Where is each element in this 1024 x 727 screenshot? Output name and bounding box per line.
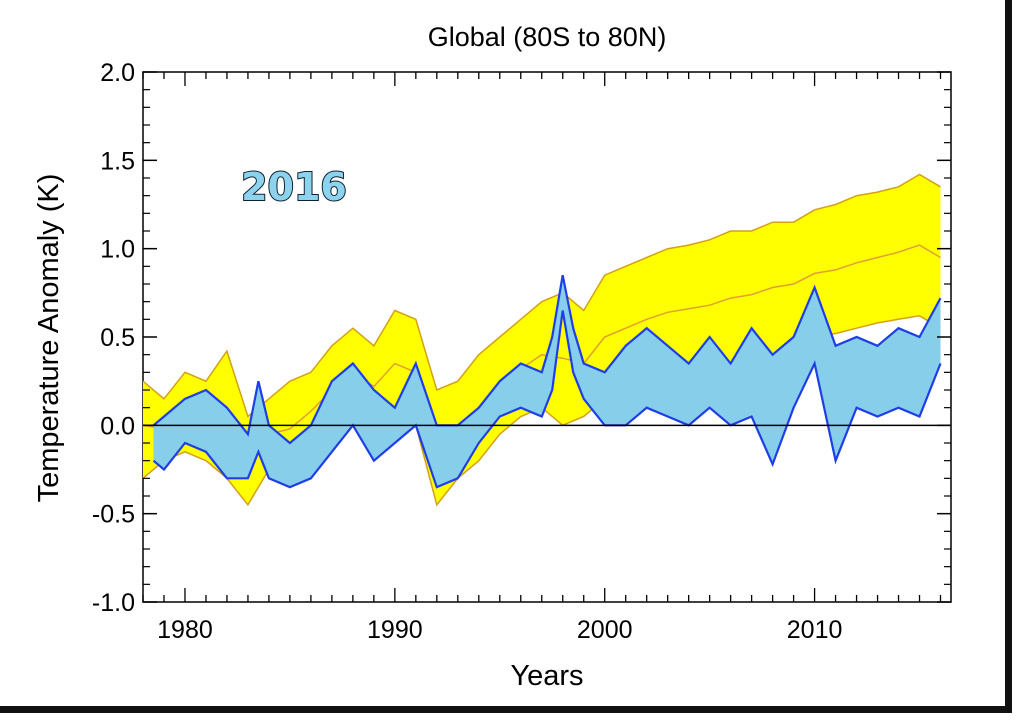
year-stamp: 2016 (241, 165, 347, 209)
model-band-upper-line (142, 173, 941, 418)
temperature-anomaly-chart: Global (80S to 80N) 2016 -1.0 -0.5 0.0 0.5 1… (33, 22, 952, 692)
x-tick-label: 1980 (157, 616, 213, 644)
y-axis-label: Temperature Anomaly (K) (33, 174, 65, 503)
y-tick-label: -1.0 (92, 589, 135, 617)
x-tick-label: 2000 (577, 616, 633, 644)
chart-frame: Global (80S to 80N) 2016 -1.0 -0.5 0.0 0.5 1… (0, 0, 1012, 713)
x-tick-label: 2010 (787, 616, 843, 644)
y-tick-label: 0.0 (100, 412, 135, 440)
data-layer (142, 173, 951, 507)
axis-layer: -1.0 -0.5 0.0 0.5 1.0 1.5 2.0 1980 1990 2000 2010 (92, 59, 951, 644)
y-tick-label: 2.0 (100, 59, 135, 87)
y-tick-label: 1.5 (100, 147, 135, 175)
observed-band-lower-line (152, 310, 942, 489)
y-tick-label: 0.5 (100, 324, 135, 352)
y-tick-label: -0.5 (92, 501, 135, 529)
x-tick-label: 1990 (367, 616, 423, 644)
x-axis-label: Years (510, 660, 583, 692)
observed-band-area (153, 275, 941, 488)
y-tick-label: 1.0 (100, 236, 135, 264)
observed-band-upper-line (152, 274, 942, 445)
chart-title: Global (80S to 80N) (428, 22, 667, 52)
